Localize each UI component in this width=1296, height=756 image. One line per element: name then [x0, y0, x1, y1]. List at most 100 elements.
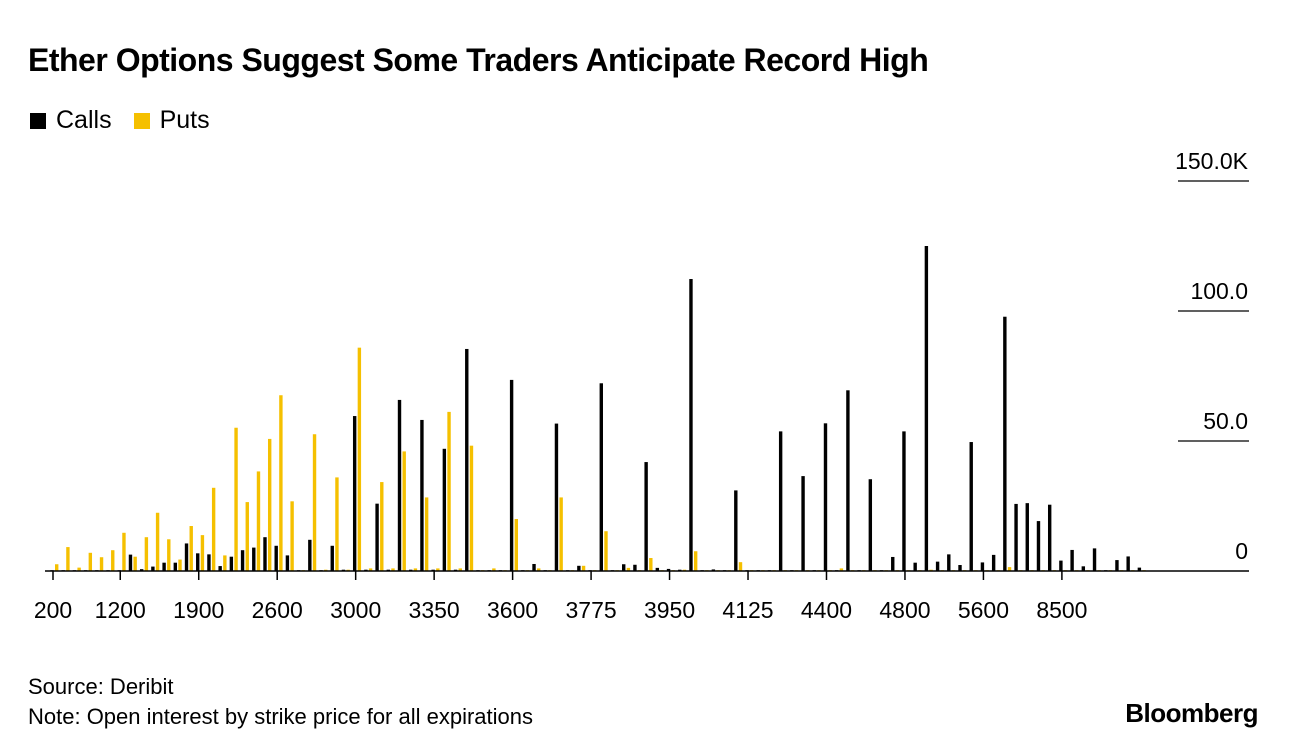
bar-puts	[413, 568, 418, 571]
bar-calls	[509, 379, 514, 571]
bar-calls	[689, 279, 693, 571]
bar-calls	[1070, 549, 1074, 571]
bar-calls	[991, 554, 996, 571]
bar-calls	[599, 383, 603, 571]
bar-puts	[402, 451, 406, 571]
bar-calls	[207, 554, 211, 571]
y-tick-label: 100.0	[1190, 278, 1248, 304]
x-tick-label: 3600	[487, 597, 538, 623]
legend-item-calls: Calls	[30, 106, 112, 135]
legend-swatch-calls	[30, 112, 46, 129]
bar-calls	[1025, 503, 1029, 571]
bar-puts	[211, 487, 216, 571]
legend-label-calls: Calls	[56, 106, 112, 134]
bar-calls	[263, 537, 267, 571]
bar-puts	[155, 512, 160, 571]
bar-puts	[223, 555, 227, 571]
legend-item-puts: Puts	[133, 106, 210, 135]
bar-puts	[256, 471, 261, 571]
bar-calls	[330, 545, 334, 571]
bar-calls	[308, 539, 312, 571]
bar-calls	[924, 246, 929, 571]
bar-calls	[935, 561, 940, 571]
bar-puts	[133, 556, 137, 571]
bar-puts	[469, 445, 474, 571]
bar-calls	[285, 555, 290, 571]
bar-calls	[577, 565, 581, 571]
x-tick-label: 8500	[1036, 597, 1087, 623]
bar-puts	[234, 427, 238, 571]
bar-calls	[980, 562, 985, 571]
bloomberg-logo: Bloomberg	[1125, 698, 1258, 728]
bar-puts	[839, 568, 844, 571]
x-tick-label: 1200	[95, 597, 146, 623]
bar-puts	[604, 531, 608, 571]
x-tick-label: 3775	[565, 597, 616, 623]
bar-puts	[738, 562, 743, 571]
legend-swatch-puts	[133, 112, 150, 129]
bar-calls	[465, 348, 469, 571]
bar-calls	[442, 448, 447, 571]
bar-calls	[1036, 521, 1041, 571]
y-tick-label: 0	[1235, 538, 1248, 564]
bar-puts	[649, 558, 653, 571]
x-tick-label: 2600	[252, 597, 303, 623]
bar-calls	[913, 562, 917, 571]
bar-calls	[151, 566, 155, 571]
bar-calls	[1115, 560, 1119, 571]
bar-puts	[189, 526, 193, 571]
bar-puts	[335, 477, 339, 571]
bar-calls	[532, 563, 536, 571]
bar-calls	[868, 479, 873, 571]
legend-label-puts: Puts	[159, 106, 210, 134]
bar-puts	[66, 547, 70, 571]
bar-calls	[1137, 567, 1142, 571]
bar-puts	[1007, 567, 1012, 571]
bar-puts	[424, 497, 429, 571]
bar-puts	[312, 434, 317, 571]
bar-puts	[245, 502, 249, 571]
bar-calls	[1003, 316, 1007, 571]
bar-puts	[380, 482, 384, 571]
bar-calls	[229, 556, 234, 571]
bar-puts	[458, 568, 462, 571]
x-tick-label: 200	[34, 597, 72, 623]
bar-calls	[1059, 560, 1063, 571]
bar-puts	[122, 532, 126, 571]
footnote: Note: Open interest by strike price for …	[28, 704, 534, 729]
bar-calls	[633, 564, 637, 571]
bar-calls	[196, 553, 200, 571]
bar-calls	[162, 562, 166, 571]
bar-calls	[1014, 503, 1018, 571]
bar-calls	[274, 545, 278, 571]
bar-calls	[184, 543, 189, 571]
bar-puts	[514, 519, 519, 571]
bar-calls	[801, 476, 805, 571]
bar-puts	[178, 559, 182, 571]
bar-puts	[200, 535, 205, 571]
bar-puts	[111, 550, 115, 571]
x-tick-label: 5600	[958, 597, 1009, 623]
x-tick-label: 4800	[879, 597, 930, 623]
bar-puts	[167, 539, 171, 571]
bar-puts	[559, 497, 563, 571]
bar-calls	[655, 567, 660, 571]
bar-puts	[537, 568, 541, 571]
bar-puts	[693, 551, 698, 571]
bar-calls	[947, 554, 951, 571]
bar-puts	[357, 347, 362, 571]
bar-calls	[902, 431, 906, 571]
bar-calls	[554, 423, 559, 571]
bar-calls	[252, 547, 256, 571]
bar-calls	[173, 562, 178, 571]
bar-puts	[88, 552, 93, 571]
bar-puts	[99, 557, 104, 571]
legend: Calls Puts	[30, 106, 210, 135]
chart-title: Ether Options Suggest Some Traders Antic…	[28, 42, 929, 78]
bar-puts	[279, 395, 283, 571]
y-tick-label: 50.0	[1203, 408, 1248, 434]
bar-puts	[77, 567, 81, 571]
bar-calls	[1081, 566, 1086, 571]
y-tick-label: 150.0K	[1175, 148, 1249, 174]
